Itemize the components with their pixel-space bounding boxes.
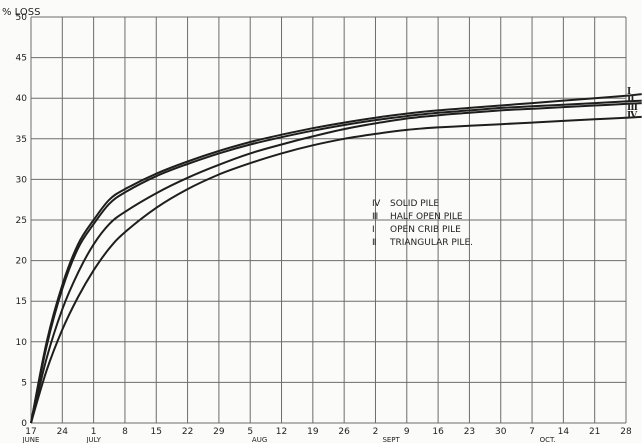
x-tick-label: 5 <box>247 427 253 437</box>
x-tick-label: 15 <box>151 427 162 437</box>
legend-label-iv: SOLID PILE <box>390 199 439 209</box>
series-lines <box>30 93 642 424</box>
y-tick-label: 15 <box>16 297 27 307</box>
legend-numeral-i: Ⅰ <box>372 225 375 235</box>
legend-numeral-iii: Ⅲ <box>372 212 378 222</box>
legend-numeral-ii: Ⅱ <box>372 238 376 248</box>
x-tick-label: 28 <box>620 427 632 437</box>
x-tick-label: 9 <box>404 427 410 437</box>
y-tick-label: 0 <box>21 419 27 429</box>
series-end-label: Ⅰ <box>627 87 631 97</box>
legend: Ⅳ SOLID PILE Ⅲ HALF OPEN PILE Ⅰ OPEN CRI… <box>372 199 473 248</box>
x-tick-label: 22 <box>182 427 193 437</box>
grid <box>30 16 627 424</box>
x-tick-label: 30 <box>495 427 507 437</box>
y-tick-label: 40 <box>16 94 28 104</box>
y-tick-labels: 0 5 10 15 20 25 30 35 40 45 50 <box>16 13 28 429</box>
x-tick-label: 21 <box>589 427 600 437</box>
series-end-label: Ⅳ <box>627 111 638 121</box>
legend-label-i: OPEN CRIB PILE <box>390 225 461 235</box>
y-tick-label: 10 <box>16 338 28 348</box>
x-tick-label: 12 <box>276 427 287 437</box>
series-line-i <box>30 93 642 424</box>
series-line-ii <box>30 99 642 424</box>
legend-label-ii: TRIANGULAR PILE. <box>389 238 473 248</box>
x-tick-label: 26 <box>338 427 350 437</box>
x-tick-labels: 17 24 1 8 15 22 29 5 12 19 26 2 9 16 23 30 7 14 21 28 <box>25 427 632 437</box>
x-tick-label: 1 <box>91 427 97 437</box>
y-tick-label: 5 <box>21 378 27 388</box>
x-tick-label: 29 <box>213 427 225 437</box>
x-tick-label: 19 <box>307 427 319 437</box>
legend-label-iii: HALF OPEN PILE <box>390 212 463 222</box>
y-axis-label: % LOSS <box>2 7 40 18</box>
series-line-iii <box>30 102 642 424</box>
x-tick-label: 2 <box>373 427 379 437</box>
legend-numeral-iv: Ⅳ <box>372 199 381 209</box>
month-label: JUNE <box>22 436 40 443</box>
y-tick-label: 35 <box>16 135 27 145</box>
y-tick-label: 25 <box>16 216 27 226</box>
month-label: JULY <box>85 436 101 443</box>
x-tick-label: 23 <box>464 427 475 437</box>
y-tick-label: 45 <box>16 54 27 64</box>
y-tick-label: 50 <box>16 13 28 23</box>
month-label: SEPT <box>382 436 400 443</box>
y-tick-label: 30 <box>16 175 28 185</box>
month-labels: JUNE JULY AUG SEPT OCT. <box>22 436 556 443</box>
x-tick-label: 16 <box>432 427 444 437</box>
x-tick-label: 7 <box>529 427 535 437</box>
x-tick-label: 17 <box>25 427 36 437</box>
month-label: AUG <box>252 436 267 443</box>
x-tick-label: 24 <box>57 427 69 437</box>
x-tick-label: 14 <box>558 427 570 437</box>
x-tick-label: 8 <box>122 427 128 437</box>
series-line-iv <box>30 115 642 424</box>
month-label: OCT. <box>540 436 556 443</box>
y-tick-label: 20 <box>16 257 28 267</box>
series-end-label: Ⅱ <box>627 95 635 105</box>
series-end-label: Ⅲ <box>627 103 638 113</box>
